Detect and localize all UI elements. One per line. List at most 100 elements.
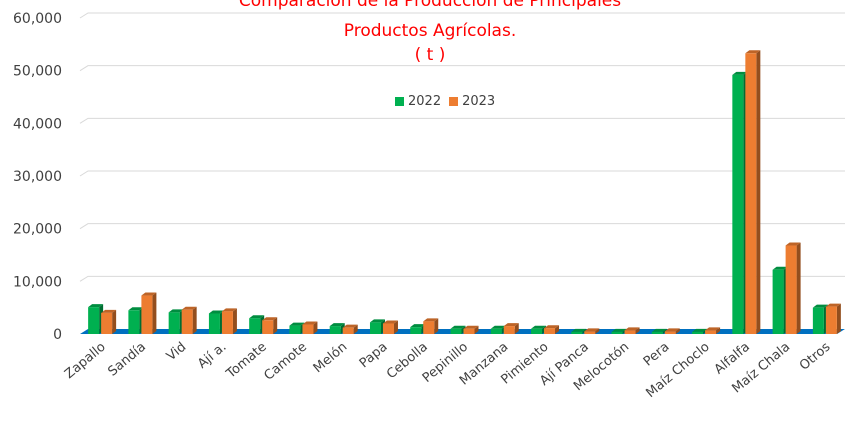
legend-swatch-2023 — [449, 97, 459, 106]
bar-front — [611, 331, 623, 334]
bar-top — [705, 327, 721, 331]
bar-2022-4 — [208, 310, 224, 334]
bar-top — [745, 50, 761, 54]
bar-side — [313, 321, 318, 334]
bar-2023-2 — [141, 292, 157, 334]
bar-front — [571, 331, 583, 334]
y-tick-label: 10,000 — [13, 274, 62, 290]
bar-top — [208, 310, 224, 314]
bar-2023-11 — [503, 323, 519, 334]
bar-front — [450, 328, 462, 334]
bar-front — [369, 322, 381, 334]
legend-item-2022: 2022 — [395, 94, 441, 109]
x-tick-label: Sandía — [105, 340, 149, 380]
bar-top — [812, 304, 828, 308]
gridline — [79, 170, 845, 177]
bar-side — [796, 242, 801, 334]
bar-2022-19 — [812, 304, 828, 334]
legend-label-2022: 2022 — [408, 94, 442, 109]
bar-top — [369, 319, 385, 323]
bar-top — [624, 327, 640, 331]
bar-front — [785, 245, 797, 334]
bar-front — [208, 313, 220, 334]
bar-top — [329, 323, 345, 327]
bar-2022-18 — [772, 266, 788, 334]
bar-front — [423, 321, 435, 334]
bar-top — [651, 328, 667, 332]
bar-side — [635, 327, 640, 334]
gridline — [79, 12, 845, 19]
bar-side — [353, 324, 358, 334]
chart-title-line-1: Comparación de la Producción de Principa… — [238, 0, 622, 11]
bar-2023-4 — [221, 308, 237, 334]
bar-front — [141, 295, 153, 334]
chart-title-line-3: ( t ) — [414, 45, 446, 65]
bar-2023-7 — [342, 324, 358, 334]
bar-front — [705, 330, 717, 334]
bar-top — [221, 308, 237, 312]
bar-top — [531, 325, 547, 329]
bar-front — [262, 320, 274, 334]
y-tick-label: 60,000 — [13, 11, 62, 27]
bar-side — [152, 292, 157, 334]
gridline — [79, 65, 845, 72]
bar-front — [410, 327, 422, 334]
bar-side — [393, 320, 398, 334]
y-tick-label: 0 — [53, 327, 62, 343]
x-tick-label: Zapallo — [62, 340, 109, 383]
bar-front — [664, 331, 676, 334]
bar-top — [302, 321, 318, 325]
bar-2023-10 — [463, 325, 479, 334]
legend: 2022 2023 — [395, 94, 503, 109]
bar-2023-3 — [181, 306, 197, 334]
bar-2022-8 — [369, 319, 385, 334]
bar-front — [490, 328, 502, 334]
bar-2023-16 — [705, 327, 721, 334]
chart-title-line-2: Productos Agrícolas. — [343, 21, 517, 41]
bar-top — [423, 318, 439, 322]
bar-top — [611, 328, 627, 332]
bar-2023-14 — [624, 327, 640, 334]
x-tick-label: Papa — [357, 340, 391, 372]
bar-top — [785, 242, 801, 246]
bar-front — [692, 331, 704, 334]
x-tick-label: Ají a. — [195, 340, 229, 372]
bar-front — [825, 306, 837, 334]
bar-front — [88, 307, 100, 334]
bar-2022-7 — [329, 323, 345, 334]
bar-front — [624, 330, 636, 334]
bar-front — [342, 327, 354, 334]
bar-side — [555, 325, 560, 334]
x-tick-label: Melón — [311, 340, 351, 377]
bar-side — [756, 50, 761, 334]
bar-2023-9 — [423, 318, 439, 334]
bar-side — [836, 303, 841, 334]
bar-front — [584, 331, 596, 334]
bar-2023-19 — [825, 303, 841, 334]
bar-top — [249, 315, 265, 319]
bar-front — [531, 328, 543, 334]
bar-2023-17 — [745, 50, 761, 334]
bar-2022-3 — [168, 309, 184, 334]
bar-side — [595, 328, 600, 334]
x-tick-label: Pera — [641, 340, 673, 370]
bar-top — [168, 309, 184, 313]
bar-top — [571, 328, 587, 332]
bar-top — [463, 325, 479, 329]
bar-2023-12 — [544, 325, 560, 334]
bar-side — [474, 325, 479, 334]
x-tick-label: Tomate — [223, 340, 270, 383]
bar-side — [232, 308, 237, 334]
bar-top — [342, 324, 358, 328]
bar-front — [329, 326, 341, 334]
bar-side — [514, 323, 519, 334]
gridline — [79, 117, 845, 124]
bar-side — [716, 327, 721, 334]
x-tick-label: Camote — [261, 340, 310, 384]
bar-side — [434, 318, 439, 334]
y-tick-label: 40,000 — [13, 116, 62, 132]
bar-front — [249, 318, 261, 334]
bar-top — [692, 328, 708, 332]
bar-front — [732, 74, 744, 334]
bar-top — [382, 320, 398, 324]
